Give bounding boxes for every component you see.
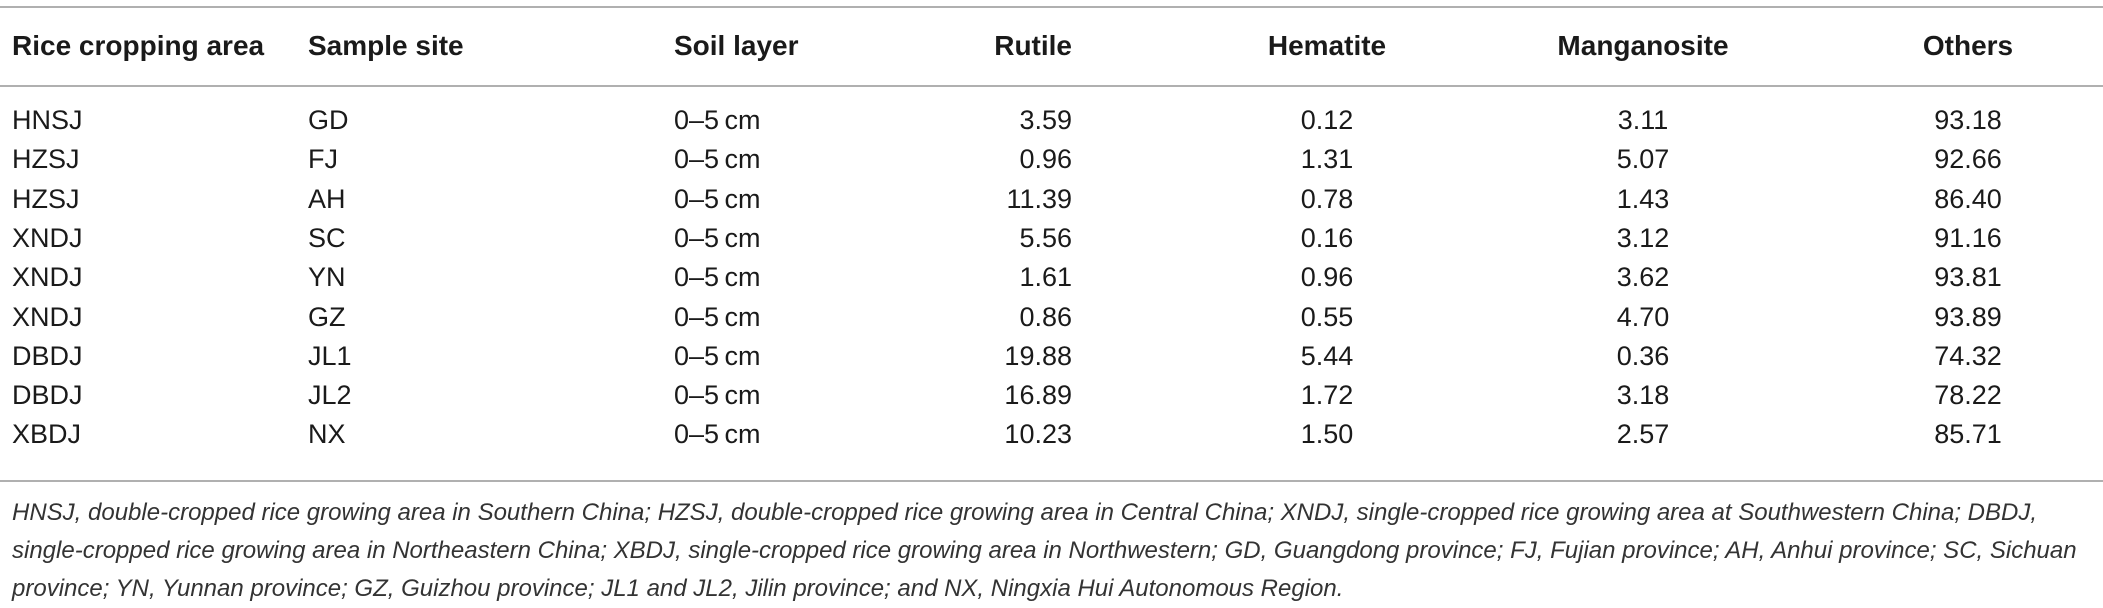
header-rice-cropping-area: Rice cropping area [12, 30, 265, 61]
cell-sample-site: GD [308, 105, 349, 135]
table-row: XNDJ SC 0–5 cm 5.56 0.16 3.12 91.16 [0, 218, 2103, 258]
cell-rice-cropping-area: XNDJ [12, 301, 83, 332]
cell-sample-site: NX [308, 419, 346, 450]
cell-manganosite: 0.36 [1616, 340, 1670, 371]
header-manganosite: Manganosite [1557, 30, 1729, 61]
cell-manganosite: 3.62 [1616, 262, 1670, 293]
cell-sample-site: AH [308, 183, 346, 214]
cell-rutile: 0.86 [1019, 301, 1072, 332]
cell-sample-site: JL2 [308, 380, 352, 411]
cell-soil-layer: 0–5 cm [674, 340, 761, 371]
cell-manganosite: 3.11 [1617, 105, 1669, 135]
cell-rice-cropping-area: DBDJ [12, 380, 83, 411]
cell-rice-cropping-area: HNSJ [12, 105, 83, 135]
cell-rice-cropping-area: HZSJ [12, 144, 80, 175]
cell-hematite: 1.50 [1300, 419, 1354, 450]
cell-others: 93.89 [1934, 301, 2002, 332]
cell-hematite: 0.96 [1300, 262, 1354, 293]
cell-others: 91.16 [1934, 222, 2002, 253]
table-bottom-rule [0, 480, 2103, 482]
table-header-row: Rice cropping area Sample site Soil laye… [0, 24, 2103, 68]
cell-rutile: 11.39 [1006, 183, 1072, 214]
cell-others: 92.66 [1934, 144, 2002, 175]
cell-sample-site: SC [308, 222, 346, 253]
cell-soil-layer: 0–5 cm [674, 105, 761, 135]
cell-rutile: 10.23 [1004, 419, 1072, 450]
cell-hematite: 1.31 [1300, 144, 1354, 175]
cell-sample-site: JL1 [308, 340, 352, 371]
cell-soil-layer: 0–5 cm [674, 301, 761, 332]
cell-hematite: 0.16 [1300, 222, 1354, 253]
cell-sample-site: FJ [308, 144, 338, 175]
table-row: DBDJ JL2 0–5 cm 16.89 1.72 3.18 78.22 [0, 375, 2103, 415]
cell-others: 85.71 [1934, 419, 2002, 450]
table-row: HZSJ AH 0–5 cm 11.39 0.78 1.43 86.40 [0, 179, 2103, 219]
table-row: XNDJ GZ 0–5 cm 0.86 0.55 4.70 93.89 [0, 297, 2103, 337]
cell-soil-layer: 0–5 cm [674, 183, 761, 214]
table-row: XBDJ NX 0–5 cm 10.23 1.50 2.57 85.71 [0, 414, 2103, 454]
cell-manganosite: 3.12 [1616, 222, 1670, 253]
cell-manganosite: 4.70 [1616, 301, 1670, 332]
table-row: DBDJ JL1 0–5 cm 19.88 5.44 0.36 74.32 [0, 336, 2103, 376]
cell-manganosite: 2.57 [1616, 419, 1670, 450]
cell-sample-site: YN [308, 262, 346, 293]
table-row: HZSJ FJ 0–5 cm 0.96 1.31 5.07 92.66 [0, 139, 2103, 179]
cell-rutile: 0.96 [1019, 144, 1072, 175]
cell-rice-cropping-area: XNDJ [12, 222, 83, 253]
cell-others: 86.40 [1934, 183, 2002, 214]
table-header-rule [0, 85, 2103, 87]
header-sample-site: Sample site [308, 30, 464, 61]
cell-hematite: 1.72 [1300, 380, 1354, 411]
cell-sample-site: GZ [308, 301, 346, 332]
table-row: HNSJ GD 0–5 cm 3.59 0.12 3.11 93.18 [0, 100, 2103, 140]
cell-soil-layer: 0–5 cm [674, 144, 761, 175]
cell-soil-layer: 0–5 cm [674, 419, 761, 450]
header-soil-layer: Soil layer [674, 30, 799, 61]
table-footnote: HNSJ, double-cropped rice growing area i… [12, 499, 2077, 602]
cell-rutile: 16.89 [1004, 380, 1072, 411]
cell-hematite: 0.55 [1300, 301, 1354, 332]
cell-hematite: 5.44 [1300, 340, 1354, 371]
cell-others: 78.22 [1934, 380, 2002, 411]
cell-rice-cropping-area: DBDJ [12, 340, 83, 371]
cell-rutile: 1.61 [1019, 262, 1072, 293]
header-rutile: Rutile [994, 30, 1072, 61]
cell-manganosite: 1.43 [1616, 183, 1670, 214]
cell-others: 93.81 [1934, 262, 2002, 293]
cell-soil-layer: 0–5 cm [674, 222, 761, 253]
cell-hematite: 0.78 [1300, 183, 1354, 214]
cell-soil-layer: 0–5 cm [674, 262, 761, 293]
cell-others: 93.18 [1934, 105, 2002, 135]
cell-rutile: 5.56 [1019, 222, 1072, 253]
cell-others: 74.32 [1934, 340, 2002, 371]
cell-manganosite: 5.07 [1616, 144, 1670, 175]
cell-rutile: 19.88 [1004, 340, 1072, 371]
cell-rutile: 3.59 [1019, 105, 1072, 135]
cell-hematite: 0.12 [1300, 105, 1354, 135]
cell-rice-cropping-area: XNDJ [12, 262, 83, 293]
table-top-rule [0, 6, 2103, 8]
header-hematite: Hematite [1267, 30, 1387, 61]
header-others: Others [1922, 30, 2014, 61]
cell-soil-layer: 0–5 cm [674, 380, 761, 411]
cell-manganosite: 3.18 [1616, 380, 1670, 411]
cell-rice-cropping-area: HZSJ [12, 183, 80, 214]
table-row: XNDJ YN 0–5 cm 1.61 0.96 3.62 93.81 [0, 257, 2103, 297]
cell-rice-cropping-area: XBDJ [12, 419, 82, 450]
